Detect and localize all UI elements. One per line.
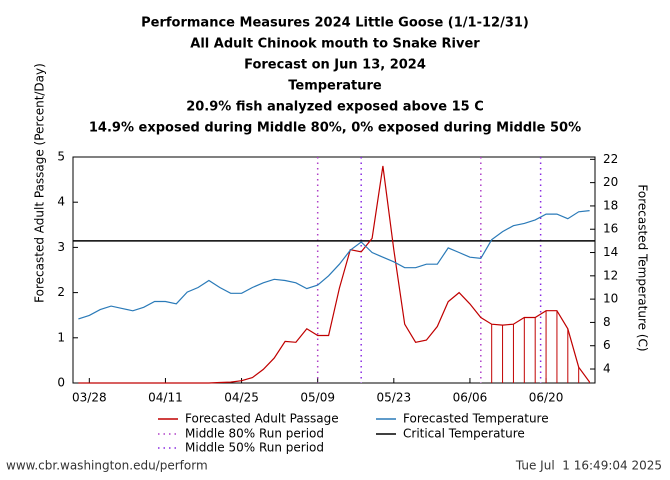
y2-tick-label: 12: [603, 268, 618, 282]
x-tick-label: 06/20: [529, 391, 564, 405]
y-tick-label: 3: [57, 240, 65, 254]
legend-label: Forecasted Temperature: [403, 412, 549, 426]
y2-tick-label: 22: [603, 152, 618, 166]
legend-label: Middle 50% Run period: [185, 441, 324, 455]
y2-tick-label: 14: [603, 245, 618, 259]
y2-tick-label: 16: [603, 222, 618, 236]
legend-label: Middle 80% Run period: [185, 427, 324, 441]
y2-tick-label: 10: [603, 292, 618, 306]
y-tick-label: 2: [57, 285, 65, 299]
x-tick-label: 03/28: [72, 391, 107, 405]
y2-tick-label: 4: [603, 362, 611, 376]
y-tick-label: 1: [57, 330, 65, 344]
chart-title: 14.9% exposed during Middle 80%, 0% expo…: [89, 121, 581, 136]
y2-tick-label: 6: [603, 338, 611, 352]
y2-tick-label: 8: [603, 315, 611, 329]
y2-tick-label: 18: [603, 198, 618, 212]
y-tick-label: 4: [57, 195, 65, 209]
x-tick-label: 04/11: [148, 391, 183, 405]
chart-title: Performance Measures 2024 Little Goose (…: [141, 16, 529, 31]
plot-frame: [72, 156, 596, 384]
y2-tick-label: 20: [603, 175, 618, 189]
x-tick-label: 06/06: [453, 391, 488, 405]
series-line: [78, 210, 590, 320]
chart-title: All Adult Chinook mouth to Snake River: [190, 37, 480, 52]
footer-date: Tue Jul 1 16:49:04 2025: [515, 459, 662, 473]
footer-url: www.cbr.washington.edu/perform: [6, 459, 208, 473]
y-tick-label: 5: [57, 150, 65, 164]
x-tick-label: 05/23: [377, 391, 412, 405]
legend-label: Forecasted Adult Passage: [185, 412, 339, 426]
chart-title: Forecast on Jun 13, 2024: [244, 58, 426, 73]
legend-label: Critical Temperature: [403, 427, 525, 441]
y-tick-label: 0: [57, 376, 65, 390]
chart-title: 20.9% fish analyzed exposed above 15 C: [186, 100, 484, 115]
y2-axis-label: Forecasted Temperature (C): [636, 184, 650, 351]
x-tick-label: 04/25: [224, 391, 259, 405]
x-tick-label: 05/09: [300, 391, 335, 405]
series-line: [78, 165, 591, 384]
chart-title: Temperature: [288, 79, 382, 94]
y-axis-label: Forecasted Adult Passage (Percent/Day): [33, 63, 47, 303]
